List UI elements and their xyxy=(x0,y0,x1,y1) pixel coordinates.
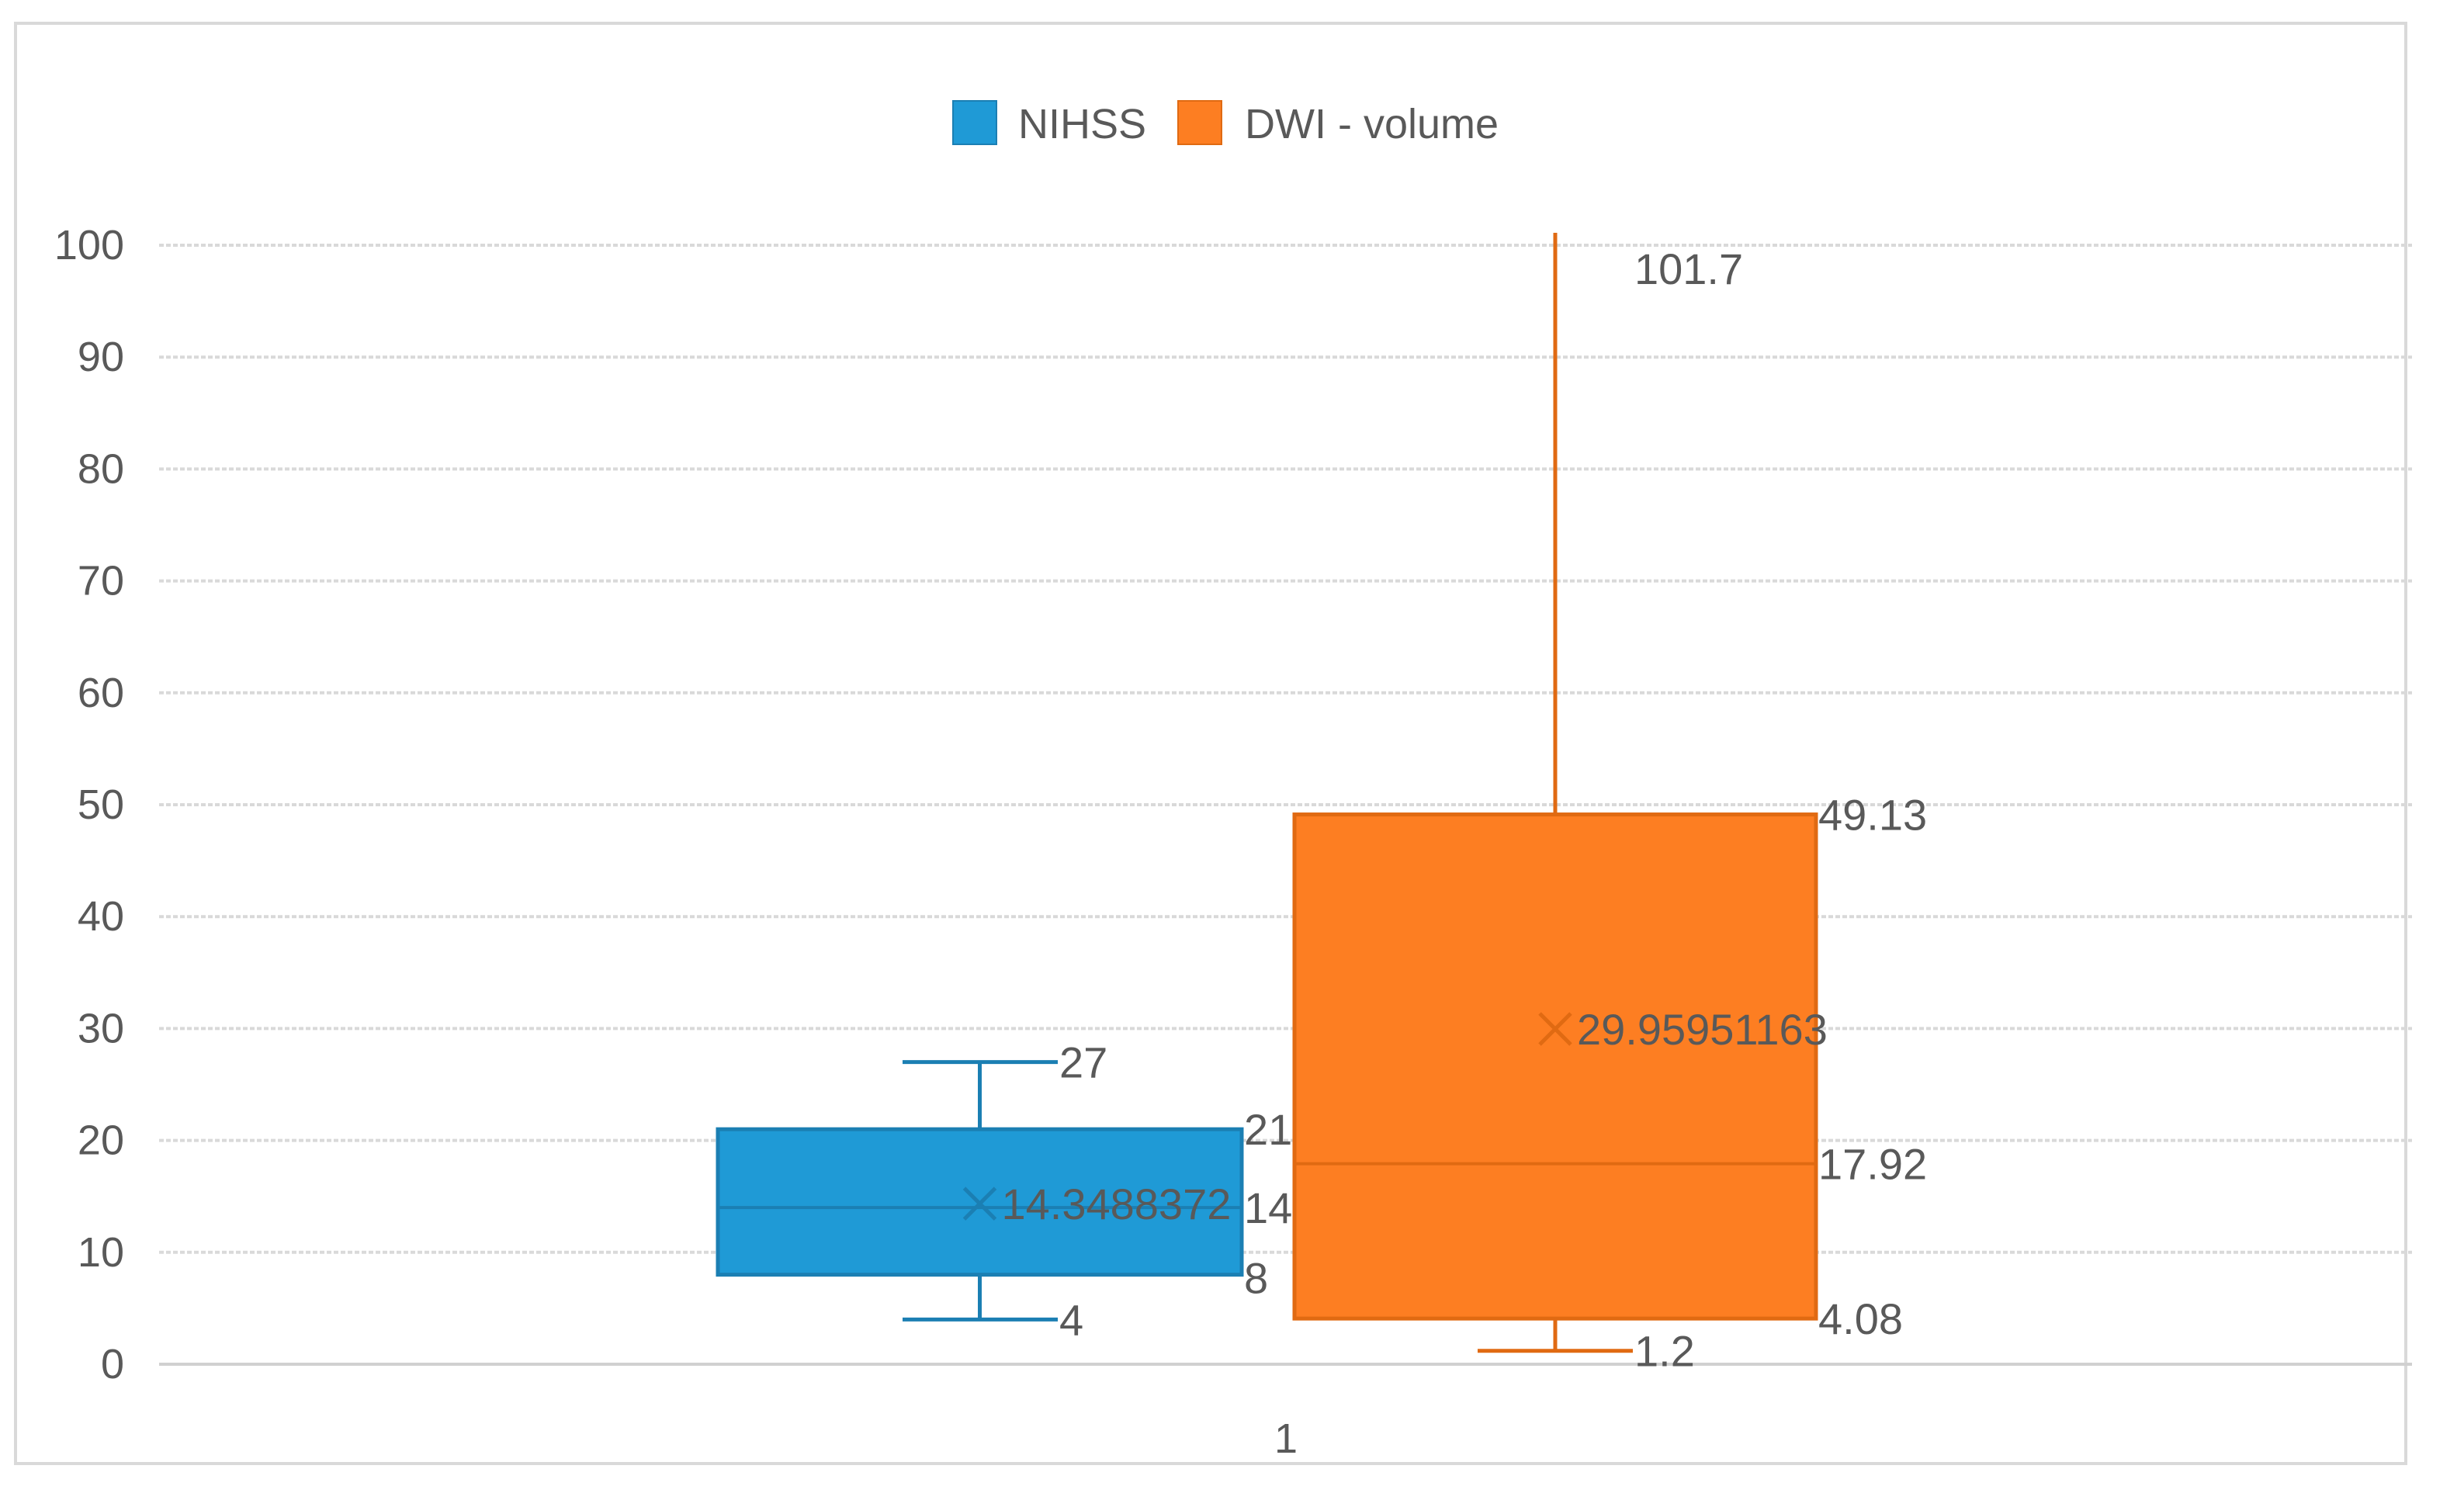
data-label-q3: 21 xyxy=(1244,1105,1292,1154)
legend-swatch xyxy=(1177,100,1222,145)
data-label-max: 27 xyxy=(1059,1038,1107,1087)
data-label-q1: 8 xyxy=(1244,1254,1268,1303)
legend-swatch xyxy=(952,100,997,145)
data-label-median: 17.92 xyxy=(1818,1140,1927,1189)
y-tick-label: 30 xyxy=(78,1005,124,1051)
mean-marker xyxy=(1538,1012,1572,1046)
data-label-q3: 49.13 xyxy=(1818,791,1927,840)
y-tick-label: 90 xyxy=(78,334,124,380)
y-tick-label: 40 xyxy=(78,893,124,940)
data-label-max: 101.7 xyxy=(1634,244,1743,293)
data-label-min: 1.2 xyxy=(1634,1327,1695,1376)
y-tick-label: 70 xyxy=(78,558,124,605)
data-label-mean: 14.3488372 xyxy=(1002,1180,1232,1228)
y-tick-label: 50 xyxy=(78,781,124,828)
data-label-q1: 4.08 xyxy=(1818,1294,1903,1343)
y-tick-label: 10 xyxy=(78,1229,124,1276)
box xyxy=(716,1127,1244,1277)
legend-label: NIHSS xyxy=(1018,101,1146,147)
y-tick-label: 20 xyxy=(78,1117,124,1164)
y-tick-label: 0 xyxy=(101,1341,124,1387)
box xyxy=(1292,812,1818,1321)
legend-label: DWI - volume xyxy=(1245,101,1499,147)
data-label-min: 4 xyxy=(1059,1295,1083,1344)
y-tick-label: 80 xyxy=(78,445,124,492)
legend: NIHSS DWI - volume xyxy=(952,100,1499,147)
y-tick-label: 60 xyxy=(78,670,124,716)
data-label-median: 14 xyxy=(1244,1183,1292,1232)
series-dwi-volume: 101.7 49.13 29.95951163 17.92 4.08 1.2 xyxy=(1292,233,1927,1376)
x-tick-label: 1 xyxy=(1274,1415,1298,1462)
y-axis: 0 10 20 30 40 50 60 70 80 90 100 xyxy=(54,222,124,1387)
mean-marker xyxy=(962,1187,997,1221)
gridlines xyxy=(159,244,2412,1366)
y-tick-label: 100 xyxy=(54,222,124,268)
data-label-mean: 29.95951163 xyxy=(1577,1005,1828,1054)
x-axis: 1 xyxy=(1274,1415,1298,1462)
